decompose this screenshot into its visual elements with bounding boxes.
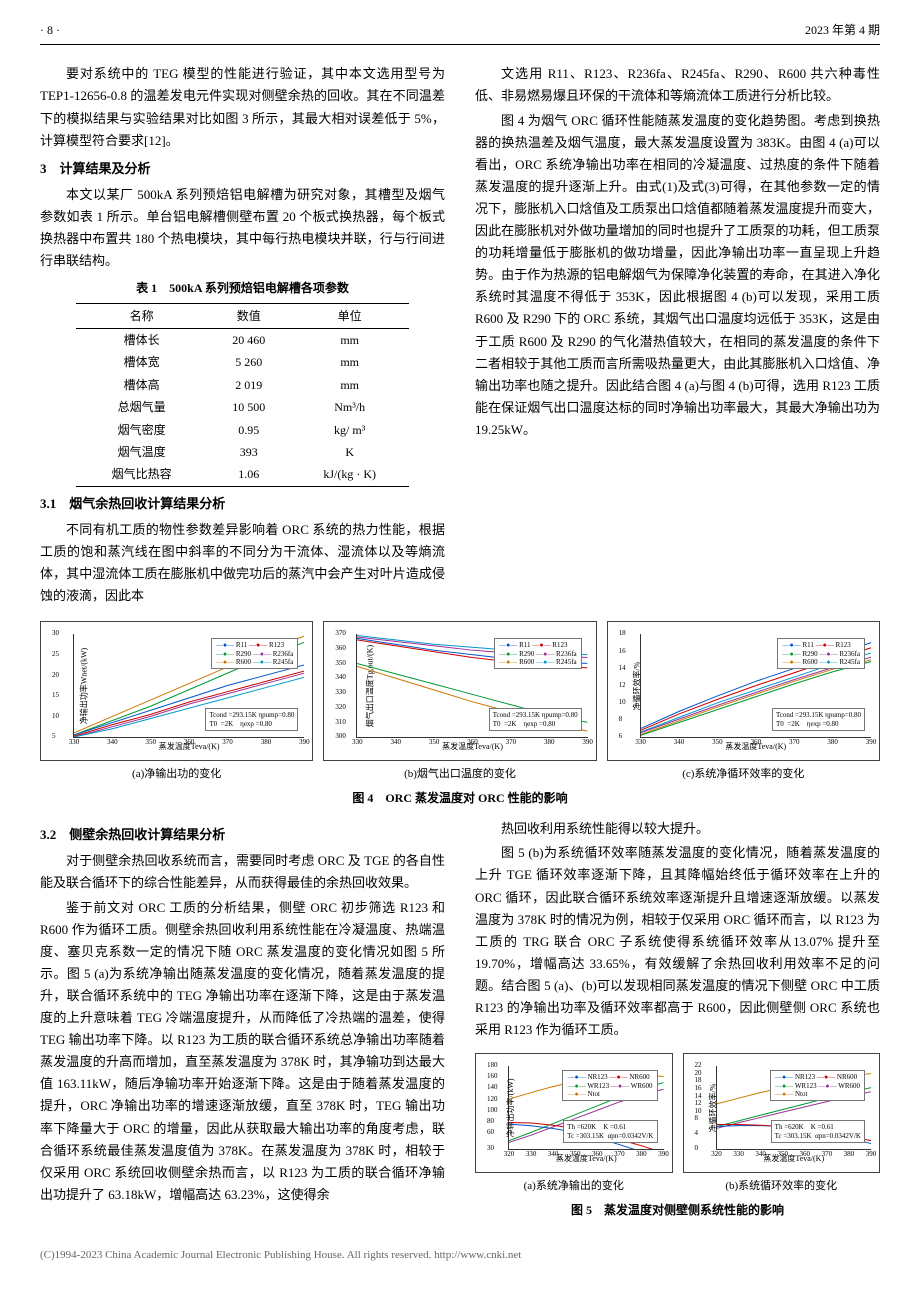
chart-panel: 净输出功率Wnet/(kW)蒸发温度Teva/(K)51015202530330… bbox=[40, 621, 313, 784]
para: 不同有机工质的物性参数差异影响着 ORC 系统的热力性能，根据工质的饱和蒸汽线在… bbox=[40, 519, 445, 607]
td: mm bbox=[291, 329, 409, 352]
section-heading-3: 3 计算结果及分析 bbox=[40, 158, 445, 180]
td: 烟气比热容 bbox=[76, 463, 206, 486]
para: 对于侧壁余热回收系统而言，需要同时考虑 ORC 及 TGE 的各自性能及联合循环… bbox=[40, 850, 445, 894]
upper-left-col: 要对系统中的 TEG 模型的性能进行验证，其中本文选用型号为 TEP1-1265… bbox=[40, 63, 445, 609]
para: 图 4 为烟气 ORC 循环性能随蒸发温度的变化趋势图。考虑到换热器的换热温差及… bbox=[475, 110, 880, 441]
td: 5 260 bbox=[207, 351, 291, 373]
sub-caption: (a)系统净输出的变化 bbox=[475, 1177, 673, 1196]
fig5-row: 净输出功率/(kW)蒸发温度Teva/(K)306080100120140160… bbox=[475, 1053, 880, 1196]
para: 本文以某厂 500kA 系列预焙铝电解槽为研究对象，其槽型及烟气参数如表 1 所… bbox=[40, 184, 445, 272]
fig4-row: 净输出功率Wnet/(kW)蒸发温度Teva/(K)51015202530330… bbox=[40, 621, 880, 784]
sub-caption: (a)净输出功的变化 bbox=[40, 765, 313, 784]
para: 图 5 (b)为系统循环效率随蒸发温度的变化情况，随着蒸发温度的上升 TGE 循… bbox=[475, 842, 880, 1041]
td: 槽体高 bbox=[76, 374, 206, 396]
td: kg/ m³ bbox=[291, 419, 409, 441]
chart-panel: 净循环效率/%蒸发温度Teva/(K)048101214161820223203… bbox=[683, 1053, 881, 1196]
th: 数值 bbox=[207, 303, 291, 328]
sub-caption: (b)烟气出口温度的变化 bbox=[323, 765, 596, 784]
subsection-heading-32: 3.2 侧壁余热回收计算结果分析 bbox=[40, 824, 445, 846]
td: 20 460 bbox=[207, 329, 291, 352]
td: mm bbox=[291, 351, 409, 373]
table1: 名称 数值 单位 槽体长20 460mm 槽体宽5 260mm 槽体高2 019mm… bbox=[76, 303, 408, 487]
fig5-caption: 图 5 蒸发温度对侧壁侧系统性能的影响 bbox=[475, 1200, 880, 1220]
chart-panel: 净输出功率/(kW)蒸发温度Teva/(K)306080100120140160… bbox=[475, 1053, 673, 1196]
table1-caption: 表 1 500kA 系列预焙铝电解槽各项参数 bbox=[40, 278, 445, 298]
td: 1.06 bbox=[207, 463, 291, 486]
para: 要对系统中的 TEG 模型的性能进行验证，其中本文选用型号为 TEP1-1265… bbox=[40, 63, 445, 151]
footer: (C)1994-2023 China Academic Journal Elec… bbox=[40, 1246, 880, 1265]
td: 烟气温度 bbox=[76, 441, 206, 463]
td: 393 bbox=[207, 441, 291, 463]
td: 烟气密度 bbox=[76, 419, 206, 441]
td: 2 019 bbox=[207, 374, 291, 396]
chart-panel: 净循环效率/%蒸发温度Teva/(K)681012141618330340350… bbox=[607, 621, 880, 784]
page-number: · 8 · bbox=[40, 20, 60, 40]
para: 鉴于前文对 ORC 工质的分析结果，侧壁 ORC 初步筛选 R123 和 R60… bbox=[40, 897, 445, 1206]
td: 总烟气量 bbox=[76, 396, 206, 418]
upper-right-col: 文选用 R11、R123、R236fa、R245fa、R290、R600 共六种… bbox=[475, 63, 880, 609]
sub-caption: (c)系统净循环效率的变化 bbox=[607, 765, 880, 784]
sub-caption: (b)系统循环效率的变化 bbox=[683, 1177, 881, 1196]
td: 槽体宽 bbox=[76, 351, 206, 373]
td: Nm³/h bbox=[291, 396, 409, 418]
lower-left-col: 3.2 侧壁余热回收计算结果分析 对于侧壁余热回收系统而言，需要同时考虑 ORC… bbox=[40, 818, 445, 1230]
td: 10 500 bbox=[207, 396, 291, 418]
td: kJ/(kg · K) bbox=[291, 463, 409, 486]
subsection-heading-31: 3.1 烟气余热回收计算结果分析 bbox=[40, 493, 445, 515]
td: mm bbox=[291, 374, 409, 396]
fig4-caption: 图 4 ORC 蒸发温度对 ORC 性能的影响 bbox=[40, 788, 880, 808]
para: 热回收利用系统性能得以较大提升。 bbox=[475, 818, 880, 840]
lower-right-col: 热回收利用系统性能得以较大提升。图 5 (b)为系统循环效率随蒸发温度的变化情况… bbox=[475, 818, 880, 1230]
para: 文选用 R11、R123、R236fa、R245fa、R290、R600 共六种… bbox=[475, 63, 880, 107]
td: K bbox=[291, 441, 409, 463]
td: 槽体长 bbox=[76, 329, 206, 352]
issue-label: 2023 年第 4 期 bbox=[805, 20, 880, 40]
lower-columns: 3.2 侧壁余热回收计算结果分析 对于侧壁余热回收系统而言，需要同时考虑 ORC… bbox=[40, 818, 880, 1230]
td: 0.95 bbox=[207, 419, 291, 441]
th: 名称 bbox=[76, 303, 206, 328]
upper-columns: 要对系统中的 TEG 模型的性能进行验证，其中本文选用型号为 TEP1-1265… bbox=[40, 63, 880, 609]
th: 单位 bbox=[291, 303, 409, 328]
page-header: · 8 · 2023 年第 4 期 bbox=[40, 20, 880, 45]
chart-panel: 烟气出口温度Tg,out/(K)蒸发温度Teva/(K)300310320330… bbox=[323, 621, 596, 784]
